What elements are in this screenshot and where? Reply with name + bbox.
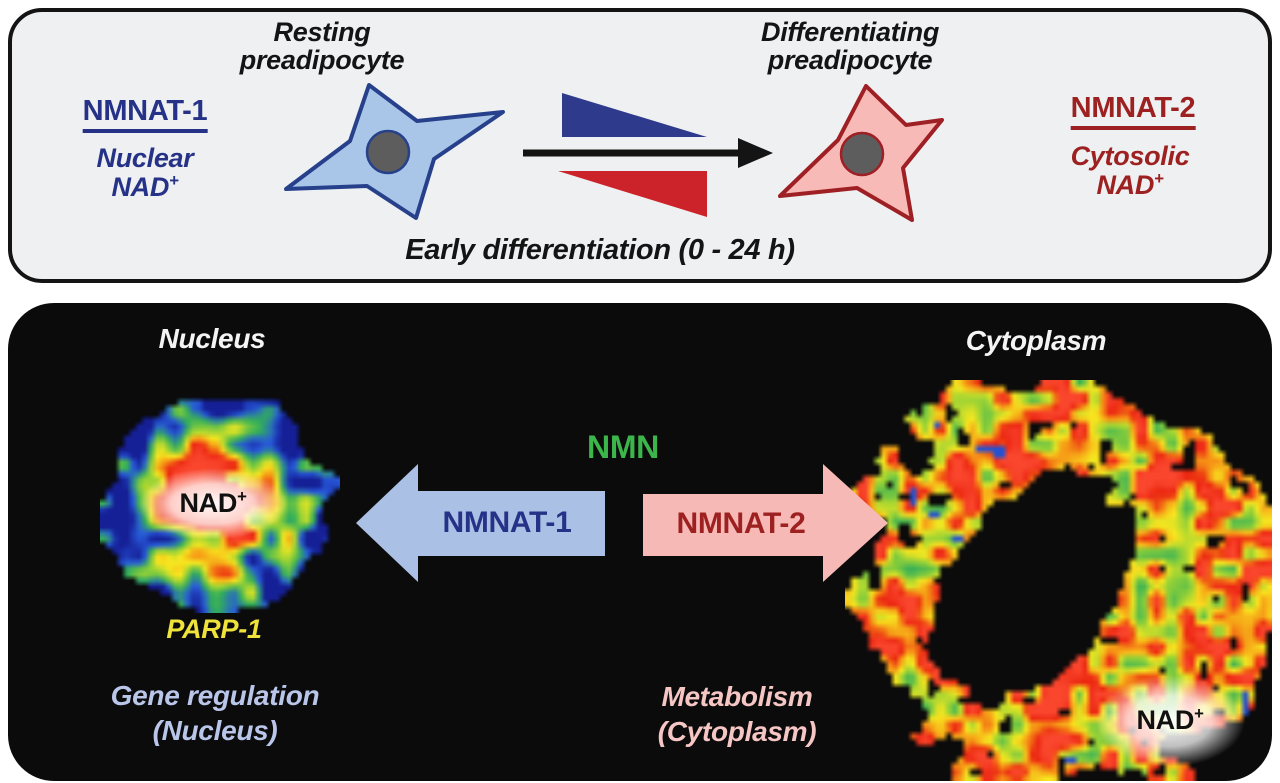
- lower-panel: Nucleus Cytoplasm NMN NMNAT-1 NMNAT-2 NA…: [8, 303, 1272, 781]
- nmnat1-heading-text: NMNAT-1: [82, 96, 208, 134]
- nmnat1-left-arrow-icon: [356, 464, 605, 582]
- gene-regulation-label: Gene regulation (Nucleus): [111, 678, 320, 748]
- differentiating-line2: preadipocyte: [767, 45, 933, 76]
- nmnat1-arrow-label: NMNAT-1: [442, 506, 572, 539]
- nmnat2-sublabel: Cytosolic NAD+: [1071, 142, 1190, 200]
- cytoplasmic-nad-glow: [1095, 675, 1245, 767]
- early-differentiation-label: Early differentiation (0 - 24 h): [405, 234, 795, 266]
- nmn-label: NMN: [587, 429, 659, 465]
- nmnat2-heading: NMNAT-2: [1070, 93, 1196, 131]
- nuclear-nad-word: NAD+: [111, 171, 179, 203]
- gene-regulation-line2: (Nucleus): [152, 715, 278, 746]
- cytosolic-nad-word: NAD+: [1096, 169, 1164, 201]
- nmnat1-heading: NMNAT-1: [82, 96, 208, 134]
- resting-line1: Resting: [273, 17, 371, 47]
- resting-line2: preadipocyte: [239, 45, 405, 76]
- cytoplasmic-nad-label: NAD+: [1136, 704, 1204, 735]
- differentiating-cell-nucleus-icon: [839, 131, 885, 177]
- upper-panel: Resting preadipocyte Differentiating pre…: [8, 8, 1272, 283]
- metabolism-label: Metabolism (Cytoplasm): [658, 679, 817, 749]
- nmnat1-decreasing-wedge-icon: [562, 93, 707, 137]
- nmnat2-heading-text: NMNAT-2: [1070, 93, 1196, 131]
- cytoplasm-heading: Cytoplasm: [965, 325, 1107, 356]
- gene-regulation-line1: Gene regulation: [110, 680, 320, 711]
- nmnat2-increasing-wedge-icon: [558, 171, 707, 217]
- resting-cell-nucleus-icon: [365, 129, 411, 175]
- differentiating-preadipocyte-label: Differentiating preadipocyte: [761, 18, 939, 75]
- nuclear-nad-label: NAD+: [179, 487, 247, 518]
- cytosolic-word: Cytosolic: [1070, 141, 1190, 171]
- lower-panel-arrows: [356, 464, 888, 582]
- nmnat2-right-arrow-icon: [643, 464, 888, 582]
- parp1-label: PARP-1: [166, 614, 262, 644]
- differentiation-arrow-head-icon: [738, 138, 773, 168]
- metabolism-line2: (Cytoplasm): [657, 716, 817, 747]
- nmnat1-sublabel: Nuclear NAD+: [97, 144, 194, 202]
- nucleus-heading: Nucleus: [158, 323, 266, 354]
- upper-panel-graphics: [284, 83, 944, 222]
- nmnat2-arrow-label: NMNAT-2: [676, 507, 806, 540]
- differentiating-line1: Differentiating: [760, 17, 940, 47]
- nuclear-nad-glow: [138, 468, 288, 540]
- resting-preadipocyte-label: Resting preadipocyte: [239, 17, 405, 76]
- metabolism-line1: Metabolism: [661, 681, 813, 712]
- nuclear-word: Nuclear: [96, 143, 194, 173]
